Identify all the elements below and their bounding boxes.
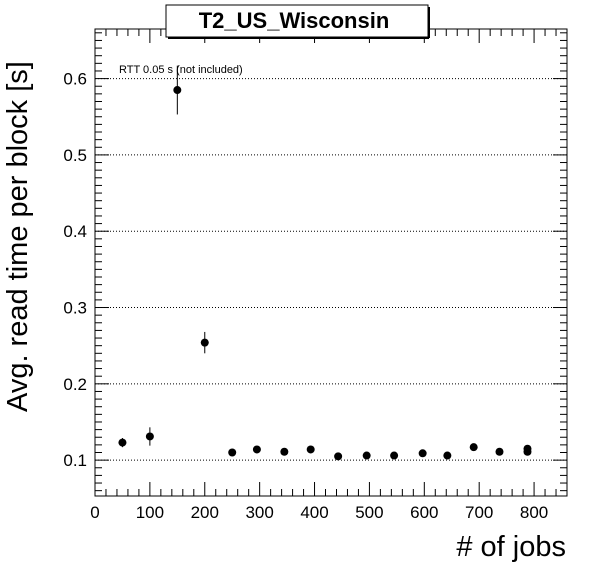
data-point bbox=[145, 432, 154, 441]
data-point bbox=[173, 86, 182, 95]
data-point bbox=[306, 445, 315, 454]
y-tick-label: 0.2 bbox=[63, 375, 87, 394]
y-tick-label: 0.6 bbox=[63, 70, 87, 89]
data-point bbox=[252, 445, 261, 454]
x-tick-label: 100 bbox=[136, 503, 164, 522]
data-point bbox=[390, 451, 399, 460]
data-point bbox=[523, 447, 532, 456]
data-points bbox=[118, 65, 532, 461]
x-tick-label: 0 bbox=[90, 503, 99, 522]
y-tick-label: 0.5 bbox=[63, 146, 87, 165]
data-point bbox=[118, 438, 127, 447]
x-tick-label: 600 bbox=[410, 503, 438, 522]
x-axis-title: # of jobs bbox=[456, 531, 566, 563]
data-point bbox=[418, 449, 427, 458]
x-tick-label: 200 bbox=[191, 503, 219, 522]
x-tick-label: 500 bbox=[355, 503, 383, 522]
x-tick-label: 700 bbox=[465, 503, 493, 522]
x-tick-label: 800 bbox=[520, 503, 548, 522]
data-point bbox=[200, 338, 209, 347]
data-point bbox=[228, 448, 237, 457]
title-box: T2_US_Wisconsin bbox=[165, 4, 430, 39]
grid-lines bbox=[95, 78, 567, 461]
x-tick-label: 400 bbox=[300, 503, 328, 522]
y-tick-label: 0.3 bbox=[63, 299, 87, 318]
data-point bbox=[469, 443, 478, 452]
data-point bbox=[443, 451, 452, 460]
tick-labels: 0 100 200 300 400 500 600 700 800 0.1 0.2 0.3 0.4 0.5… bbox=[63, 70, 548, 522]
y-tick-label: 0.4 bbox=[63, 222, 87, 241]
data-point bbox=[362, 451, 371, 460]
y-tick-label: 0.1 bbox=[63, 451, 87, 470]
data-point bbox=[495, 447, 504, 456]
y-axis-title: Avg. read time per block [s] bbox=[2, 61, 34, 412]
x-tick-label: 300 bbox=[245, 503, 273, 522]
chart-title: T2_US_Wisconsin bbox=[199, 8, 390, 33]
data-point bbox=[334, 452, 343, 461]
data-point bbox=[280, 447, 289, 456]
annotation-text: RTT 0.05 s (not included) bbox=[119, 64, 243, 76]
